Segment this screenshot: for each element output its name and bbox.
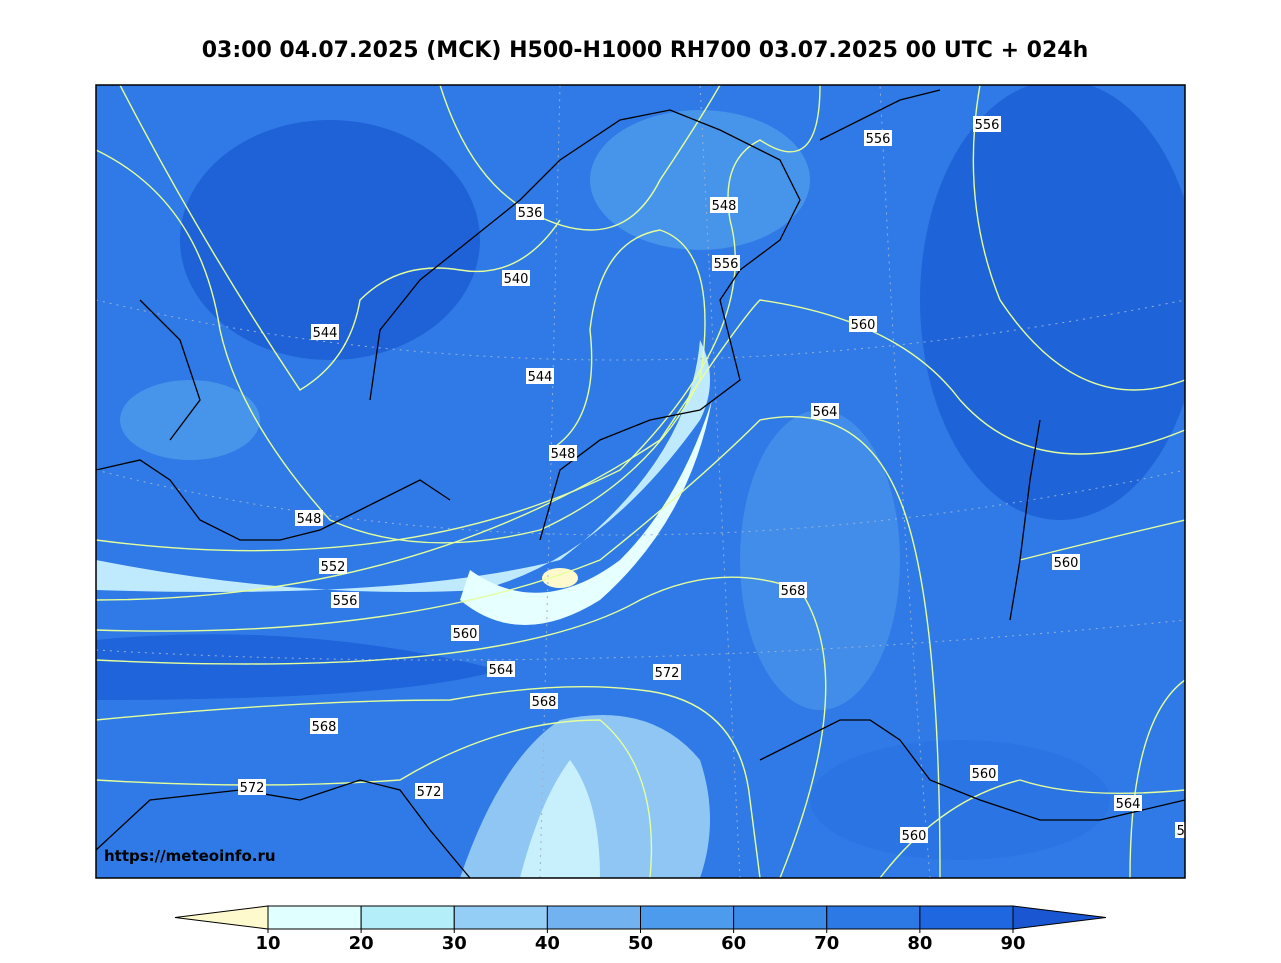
contour-label-bg bbox=[295, 510, 323, 526]
contour-label-bg bbox=[526, 368, 554, 384]
colorbar-extend-low bbox=[174, 905, 269, 930]
contour-label: 544 bbox=[313, 326, 338, 341]
colorbar-tick-label: 90 bbox=[1000, 933, 1025, 954]
colorbar-segment bbox=[919, 905, 1014, 930]
contour-label: 548 bbox=[712, 199, 737, 214]
contour-label-bg bbox=[811, 403, 839, 419]
colorbar-segment bbox=[360, 905, 455, 930]
contour-label-bg bbox=[487, 661, 515, 677]
contour-label: 560 bbox=[453, 627, 478, 642]
map: 536 548 556 556 540 556 544 560 544 564 548 548 552 5… bbox=[96, 85, 1202, 878]
isohypses bbox=[96, 85, 1185, 878]
colorbar-tick-label: 30 bbox=[442, 933, 467, 954]
colorbar-segment bbox=[453, 905, 548, 930]
contour-label: 536 bbox=[518, 206, 543, 221]
contour-label-bg bbox=[331, 592, 359, 608]
contour-label: 564 bbox=[489, 663, 514, 678]
contour-label: 572 bbox=[655, 666, 680, 681]
contour-label-bg bbox=[1114, 795, 1142, 811]
coastlines bbox=[96, 89, 1185, 878]
colorbar-tick-label: 80 bbox=[907, 933, 932, 954]
contour-label-bg bbox=[1175, 822, 1185, 838]
contour-label: 556 bbox=[714, 257, 739, 272]
contour-label-bg bbox=[864, 130, 892, 146]
contour-label-bg bbox=[900, 827, 928, 843]
contour-label: 560 bbox=[972, 767, 997, 782]
contour-label-bg bbox=[849, 316, 877, 332]
contour-label: 564 bbox=[1116, 797, 1141, 812]
contour-label-bg bbox=[779, 582, 807, 598]
contour-label-bg bbox=[712, 255, 740, 271]
contour-label-bg bbox=[502, 270, 530, 286]
contour-label-bg bbox=[516, 204, 544, 220]
contour-label: 548 bbox=[297, 512, 322, 527]
contour-label: 560 bbox=[1054, 556, 1079, 571]
colorbar-extend-high bbox=[1012, 905, 1107, 930]
colorbar-tick-label: 20 bbox=[349, 933, 374, 954]
contour-label: 552 bbox=[321, 560, 346, 575]
title: 03:00 04.07.2025 (MCK) H500-H1000 RH700 … bbox=[202, 38, 1089, 63]
contour-label-bg bbox=[415, 783, 443, 799]
contour-label: 548 bbox=[551, 447, 576, 462]
contour-label-bg bbox=[970, 765, 998, 781]
contour-label-bg bbox=[1052, 554, 1080, 570]
source-url: https://meteoinfo.ru bbox=[104, 847, 276, 865]
contour-label: 556 bbox=[866, 132, 891, 147]
contour-label: 564 bbox=[1177, 824, 1202, 839]
contour-label: 568 bbox=[532, 695, 557, 710]
colorbar-tick-label: 40 bbox=[535, 933, 560, 954]
colorbar-segment bbox=[546, 905, 641, 930]
humidity-field bbox=[96, 85, 1185, 878]
colorbar-segment bbox=[640, 905, 735, 930]
contour-label-bg bbox=[549, 445, 577, 461]
contour-label-bg bbox=[319, 558, 347, 574]
colorbar-tick-label: 70 bbox=[814, 933, 839, 954]
contour-label: 560 bbox=[851, 318, 876, 333]
contour-label-bg bbox=[530, 693, 558, 709]
contour-label: 544 bbox=[528, 370, 553, 385]
map-frame bbox=[95, 84, 1186, 879]
contour-label: 556 bbox=[975, 118, 1000, 133]
contour-label: 540 bbox=[504, 272, 529, 287]
contour-label: 568 bbox=[312, 720, 337, 735]
contour-label-bg bbox=[653, 664, 681, 680]
contour-label: 568 bbox=[781, 584, 806, 599]
colorbar-segment bbox=[733, 905, 828, 930]
contour-label-bg bbox=[710, 197, 738, 213]
colorbar-tick-label: 50 bbox=[628, 933, 653, 954]
colorbar-tick-label: 10 bbox=[255, 933, 280, 954]
colorbar-segment bbox=[826, 905, 921, 930]
contour-label-bg bbox=[238, 779, 266, 795]
colorbar: 10 20 30 40 50 60 70 80 90 bbox=[174, 905, 1107, 954]
contour-labels: 536 548 556 556 540 556 544 560 544 564 548 548 552 5… bbox=[238, 116, 1202, 844]
colorbar-tick-label: 60 bbox=[721, 933, 746, 954]
contour-label: 560 bbox=[902, 829, 927, 844]
colorbar-segment bbox=[267, 905, 362, 930]
contour-label: 572 bbox=[240, 781, 265, 796]
contour-label-bg bbox=[310, 718, 338, 734]
contour-label-bg bbox=[311, 324, 339, 340]
contour-label-bg bbox=[973, 116, 1001, 132]
contour-label-bg bbox=[451, 625, 479, 641]
contour-label: 572 bbox=[417, 785, 442, 800]
contour-label: 564 bbox=[813, 405, 838, 420]
contour-label: 556 bbox=[333, 594, 358, 609]
